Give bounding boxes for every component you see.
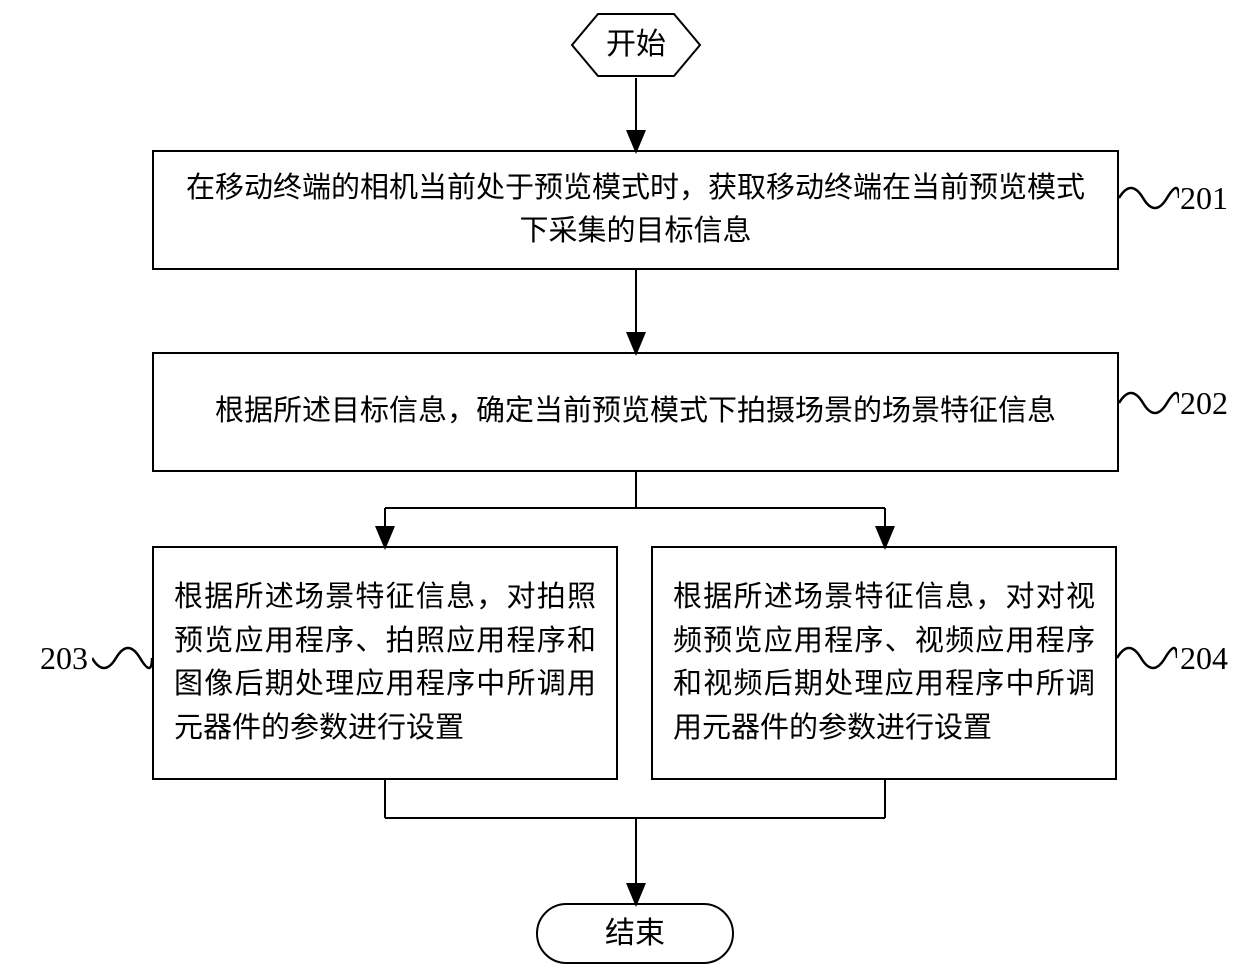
step-203-text: 根据所述场景特征信息，对拍照预览应用程序、拍照应用程序和图像后期处理应用程序中所… — [174, 576, 596, 750]
label-202: 202 — [1180, 385, 1228, 422]
start-node: 开始 — [570, 12, 702, 78]
flow-lines — [0, 0, 1239, 976]
squiggle-201 — [1119, 175, 1179, 221]
start-text: 开始 — [606, 28, 666, 61]
label-203: 203 — [40, 640, 88, 677]
label-201: 201 — [1180, 180, 1228, 217]
step-201-text: 在移动终端的相机当前处于预览模式时，获取移动终端在当前预览模式下采集的目标信息 — [174, 167, 1097, 254]
end-text: 结束 — [605, 911, 665, 956]
label-204: 204 — [1180, 640, 1228, 677]
step-201-node: 在移动终端的相机当前处于预览模式时，获取移动终端在当前预览模式下采集的目标信息 — [152, 150, 1119, 270]
step-204-text: 根据所述场景特征信息，对对视频预览应用程序、视频应用程序和视频后期处理应用程序中… — [673, 576, 1095, 750]
step-204-node: 根据所述场景特征信息，对对视频预览应用程序、视频应用程序和视频后期处理应用程序中… — [651, 546, 1117, 780]
step-202-node: 根据所述目标信息，确定当前预览模式下拍摄场景的场景特征信息 — [152, 352, 1119, 472]
step-203-node: 根据所述场景特征信息，对拍照预览应用程序、拍照应用程序和图像后期处理应用程序中所… — [152, 546, 618, 780]
end-node: 结束 — [536, 903, 734, 964]
squiggle-204 — [1117, 635, 1177, 681]
squiggle-203 — [92, 635, 152, 681]
squiggle-202 — [1119, 380, 1179, 426]
step-202-text: 根据所述目标信息，确定当前预览模式下拍摄场景的场景特征信息 — [215, 390, 1056, 434]
